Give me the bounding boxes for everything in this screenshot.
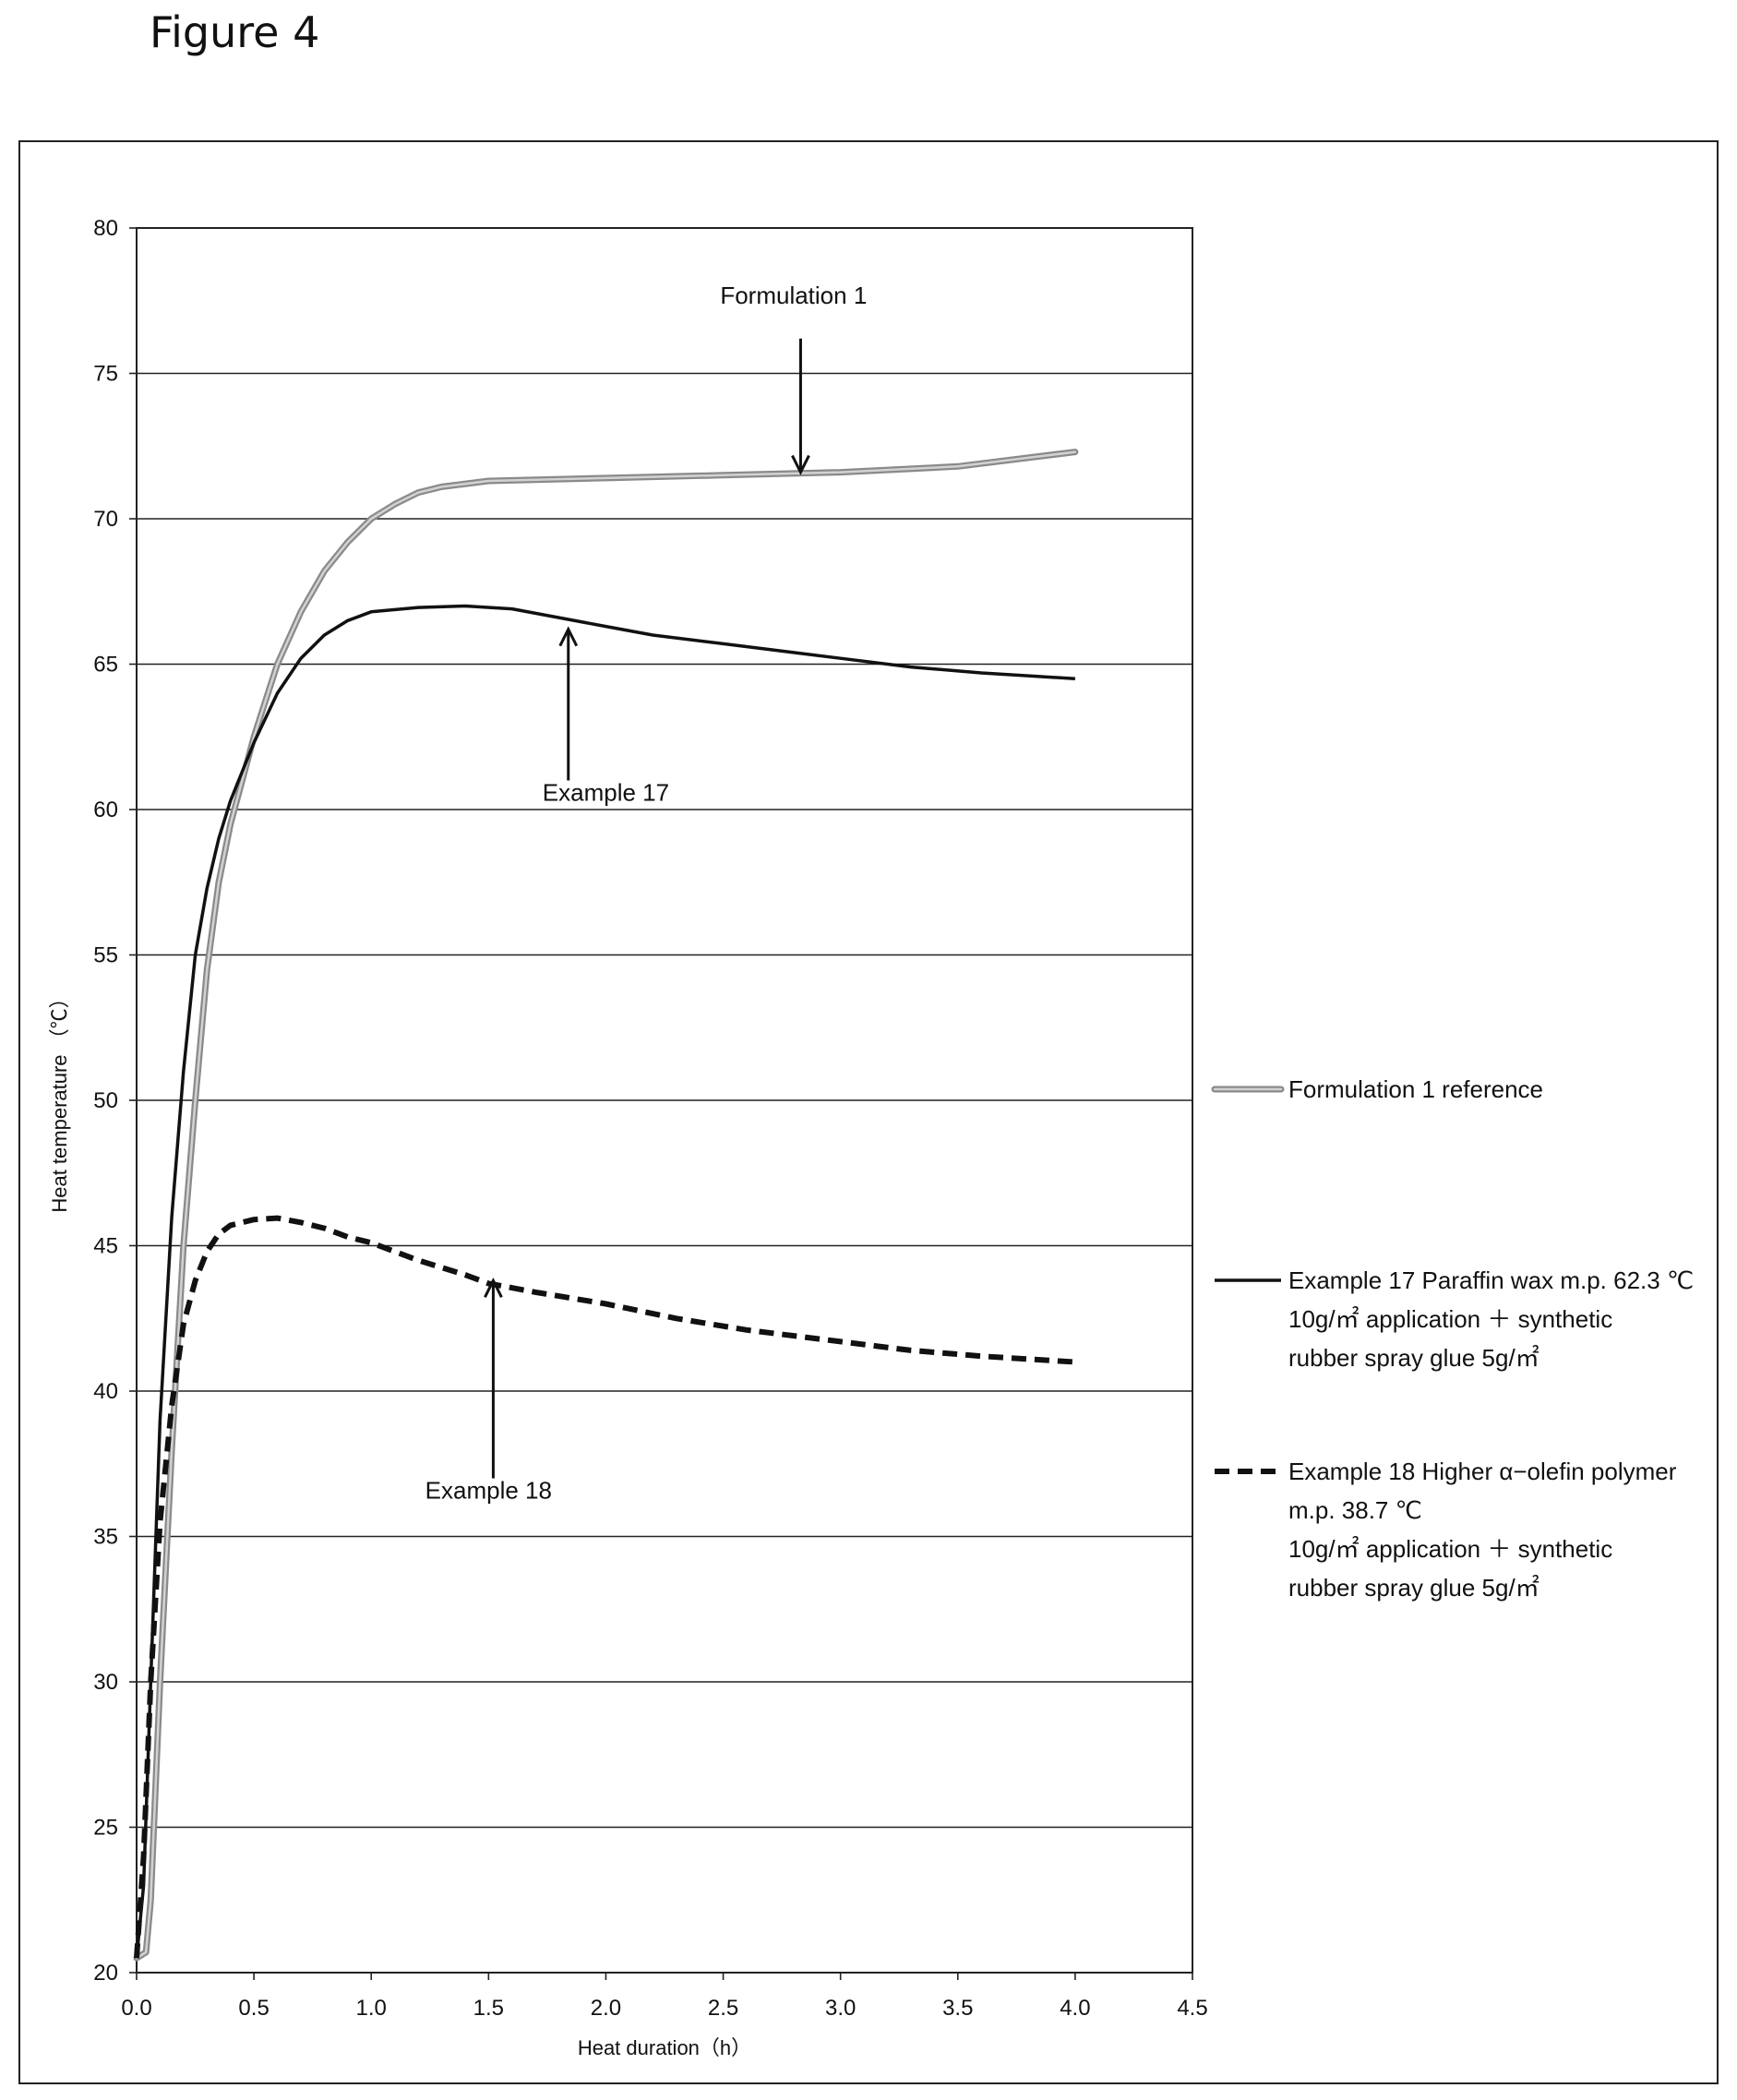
annotation: Formulation 1 <box>720 282 867 475</box>
y-tick-label: 50 <box>93 1088 118 1113</box>
legend-label: 10g/㎡ application ＋ synthetic <box>1288 1535 1612 1563</box>
y-tick-label: 70 <box>93 507 118 532</box>
x-tick-label: 4.0 <box>1060 1996 1090 2021</box>
x-tick-label: 3.5 <box>942 1996 973 2021</box>
legend-item-example-18: Example 18 Higher α−olefin polymer m.p. 3… <box>1215 1458 1677 1602</box>
x-tick-label: 1.5 <box>473 1996 504 2021</box>
x-axis-ticks: 0.0 0.5 1.0 1.5 2.0 2.5 3.0 3.5 4.0 4.5 <box>121 1973 1208 2021</box>
y-tick-label: 35 <box>93 1525 118 1550</box>
series-formulation-1-reference <box>133 449 1079 1962</box>
x-axis-label: Heat duration（h） <box>578 2036 751 2059</box>
annotation-label: Example 18 <box>425 1477 552 1505</box>
figure-title: Figure 4 <box>150 7 320 57</box>
legend-label: rubber spray glue 5g/㎡ <box>1288 1344 1539 1372</box>
y-tick-label: 75 <box>93 362 118 387</box>
x-tick-label: 1.0 <box>356 1996 387 2021</box>
legend: Formulation 1 reference Example 17 Paraff… <box>1211 1075 1694 1602</box>
x-tick-label: 2.0 <box>591 1996 621 2021</box>
x-tick-label: 2.5 <box>708 1996 738 2021</box>
annotation: Example 17 <box>543 626 669 807</box>
chart-frame <box>18 140 1719 2084</box>
legend-label: Formulation 1 reference <box>1288 1075 1543 1103</box>
gridlines <box>137 372 1192 1829</box>
y-tick-label: 45 <box>93 1234 118 1259</box>
annotation: Example 18 <box>425 1277 552 1505</box>
y-tick-label: 30 <box>93 1670 118 1695</box>
y-tick-label: 60 <box>93 798 118 822</box>
series-line-example-18 <box>134 1215 1076 1959</box>
annotations: Formulation 1 Example 17 Example 18 <box>425 282 868 1505</box>
y-tick-label: 80 <box>93 216 118 241</box>
y-tick-label: 20 <box>93 1961 118 1986</box>
x-tick-label: 0.5 <box>238 1996 269 2021</box>
legend-label: m.p. 38.7 ℃ <box>1288 1496 1422 1524</box>
y-axis-label: Heat temperature （℃） <box>48 988 71 1212</box>
legend-item-formulation-1-reference: Formulation 1 reference <box>1211 1075 1543 1103</box>
legend-label: Example 18 Higher α−olefin polymer <box>1288 1458 1677 1485</box>
x-tick-label: 0.0 <box>121 1996 151 2021</box>
x-tick-label: 4.5 <box>1177 1996 1207 2021</box>
series-example-18 <box>134 1215 1076 1959</box>
y-tick-label: 55 <box>93 943 118 968</box>
series-line-example-17 <box>135 604 1076 1959</box>
annotation-arrow-head <box>791 454 810 475</box>
legend-label: 10g/㎡ application ＋ synthetic <box>1288 1305 1612 1333</box>
legend-label: rubber spray glue 5g/㎡ <box>1288 1574 1539 1602</box>
legend-label: Example 17 Paraffin wax m.p. 62.3 ℃ <box>1288 1266 1694 1294</box>
annotation-label: Example 17 <box>543 779 669 807</box>
annotation-arrow-head <box>558 626 579 647</box>
series-example-17 <box>135 604 1076 1959</box>
legend-item-example-17: Example 17 Paraffin wax m.p. 62.3 ℃ 10g/㎡… <box>1215 1266 1694 1372</box>
x-tick-label: 3.0 <box>825 1996 856 2021</box>
annotation-label: Formulation 1 <box>720 282 867 309</box>
y-axis-ticks: 20 25 30 35 40 45 50 55 60 65 70 75 80 <box>93 216 137 1986</box>
series-lines <box>133 449 1079 1962</box>
annotation-arrow-head <box>484 1277 503 1298</box>
y-tick-label: 25 <box>93 1816 118 1841</box>
y-tick-label: 65 <box>93 653 118 678</box>
y-tick-label: 40 <box>93 1379 118 1404</box>
series-line-formulation-1-reference-inner <box>135 450 1077 1960</box>
